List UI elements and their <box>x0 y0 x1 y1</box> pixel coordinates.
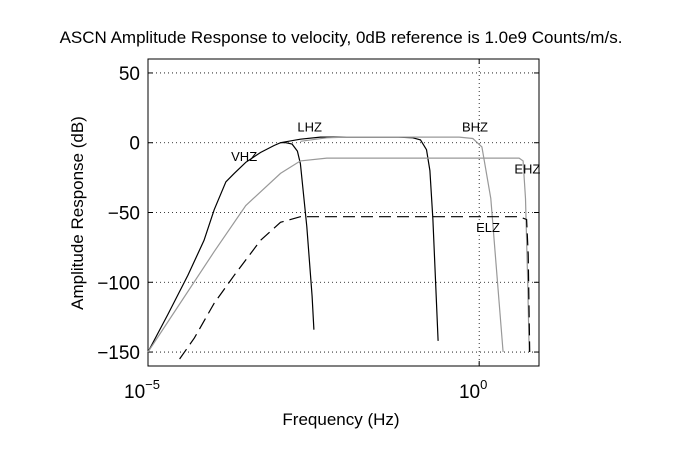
y-tick-label: 0 <box>129 134 140 155</box>
y-tick-label: 50 <box>119 64 140 85</box>
series-ehz-line <box>147 157 530 353</box>
x-tick-label: 100 <box>459 377 487 403</box>
series-bhz-line <box>300 136 504 353</box>
series-label-lhz: LHZ <box>297 120 322 135</box>
y-tick-labels: 50 0 −50 −100 −150 <box>97 64 140 364</box>
series-label-elz: ELZ <box>476 220 500 235</box>
axis-ticks <box>147 59 539 366</box>
y-tick-label: −50 <box>108 204 140 225</box>
series-label-vhz: VHZ <box>231 149 257 164</box>
y-axis-label: Amplitude Response (dB) <box>68 116 87 310</box>
x-tick-labels: 10−5 100 <box>124 377 487 403</box>
series-elz-line <box>179 216 531 360</box>
series-labels: VHZ LHZ BHZ EHZ ELZ <box>231 120 540 235</box>
series-lines <box>147 136 531 360</box>
y-tick-label: −150 <box>97 343 140 364</box>
y-tick-label: −100 <box>97 273 140 294</box>
chart-title: ASCN Amplitude Response to velocity, 0dB… <box>60 28 623 47</box>
grid-lines <box>147 59 539 366</box>
series-lhz-line <box>280 136 439 341</box>
x-axis-label: Frequency (Hz) <box>282 410 399 429</box>
series-label-bhz: BHZ <box>462 120 488 135</box>
x-tick-label: 10−5 <box>124 377 160 403</box>
series-vhz-line <box>147 142 315 353</box>
series-label-ehz: EHZ <box>514 161 540 176</box>
